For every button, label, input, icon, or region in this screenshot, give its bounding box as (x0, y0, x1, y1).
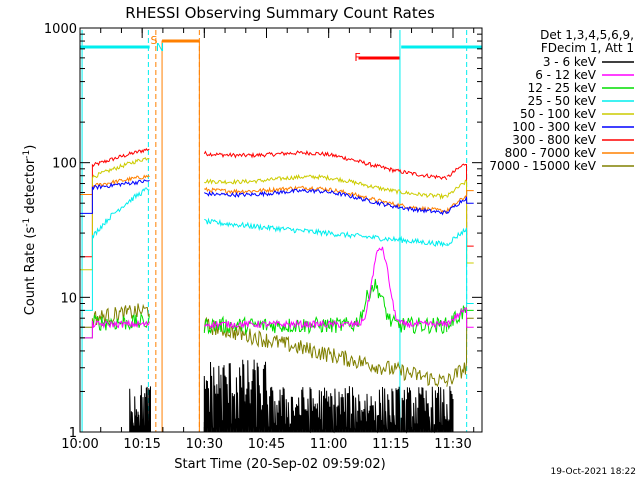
legend: Det 1,3,4,5,6,9, FDecim 1, Att 1 3 - 6 k… (489, 28, 634, 173)
y-tick-label: 1 (69, 426, 77, 441)
series-7000-15000-kev-post (446, 317, 474, 387)
series-25-50-kev-post (446, 227, 474, 304)
legend-label: 100 - 300 keV (512, 120, 596, 134)
y-label-main: Count Rate (s (23, 227, 38, 316)
legend-label: 50 - 100 keV (520, 107, 597, 121)
series-6-12-kev-main (204, 246, 448, 330)
series-25-50-kev-pre (80, 187, 150, 311)
axis-ticks: 10:00 10:15 10:30 10:45 11:00 11:15 11:30 1 10 10… (44, 22, 482, 452)
series-12-25-kev-post (446, 304, 474, 330)
annotation-s: S (150, 34, 157, 47)
series-50-100-kev-pre (80, 157, 150, 271)
y-label-sup: -1 (22, 218, 32, 227)
y-axis-label: Count Rate (s-1 detector-1) (22, 145, 38, 316)
x-tick-label: 10:00 (61, 437, 98, 452)
legend-header-1: Det 1,3,4,5,6,9, (540, 28, 634, 42)
x-tick-label: 11:00 (310, 437, 347, 452)
y-label-mid: detector (23, 158, 38, 218)
series-3-6-kev-pre (129, 385, 151, 433)
legend-header-2: FDecim 1, Att 1 (541, 41, 634, 55)
x-tick-label: 10:30 (186, 437, 223, 452)
series-300-800-kev-post (446, 163, 474, 247)
series-50-100-kev-main (204, 173, 448, 201)
legend-label: 12 - 25 keV (528, 81, 597, 95)
legend-label: 300 - 800 keV (512, 133, 596, 147)
footer-date: 19-Oct-2021 18:22 (551, 467, 636, 477)
legend-label: 7000 - 15000 keV (489, 159, 596, 173)
series-300-800-kev-pre (80, 147, 150, 258)
x-tick-label: 11:15 (372, 437, 409, 452)
x-tick-label: 10:45 (248, 437, 285, 452)
series-300-800-kev-main (203, 150, 448, 181)
plot-area: SN F (80, 30, 482, 434)
series-100-300-kev-main (204, 188, 448, 216)
plot-frame (79, 27, 483, 433)
legend-label: 6 - 12 keV (535, 68, 597, 82)
series-25-50-kev-main (204, 217, 447, 248)
y-tick-label: 10 (60, 291, 77, 306)
x-axis-label: Start Time (20-Sep-02 09:59:02) (174, 457, 385, 472)
annotation-f: F (354, 51, 360, 64)
y-tick-label: 1000 (44, 22, 77, 37)
legend-label: 800 - 7000 keV (505, 146, 597, 160)
legend-label: 3 - 6 keV (543, 55, 597, 69)
series-800-7000-kev-pre (80, 174, 150, 195)
y-tick-label: 100 (52, 157, 77, 172)
annotation-n: N (156, 41, 164, 54)
series-100-300-kev-post (446, 196, 474, 215)
series-6-12-kev-pre (80, 319, 150, 339)
series-7000-15000-kev-main (203, 316, 448, 388)
x-tick-label: 10:15 (123, 437, 160, 452)
series-6-12-kev-post (446, 307, 474, 328)
saa-box (161, 40, 200, 433)
y-label-sup2: -1 (22, 150, 32, 159)
series-50-100-kev-post (446, 179, 474, 264)
legend-label: 25 - 50 keV (528, 94, 597, 108)
chart-title: RHESSI Observing Summary Count Rates (125, 4, 435, 22)
x-tick-label: 11:30 (434, 437, 471, 452)
series-100-300-kev-pre (80, 179, 150, 214)
series-7000-15000-kev-pre (80, 303, 150, 328)
y-label-close: ) (23, 145, 38, 150)
